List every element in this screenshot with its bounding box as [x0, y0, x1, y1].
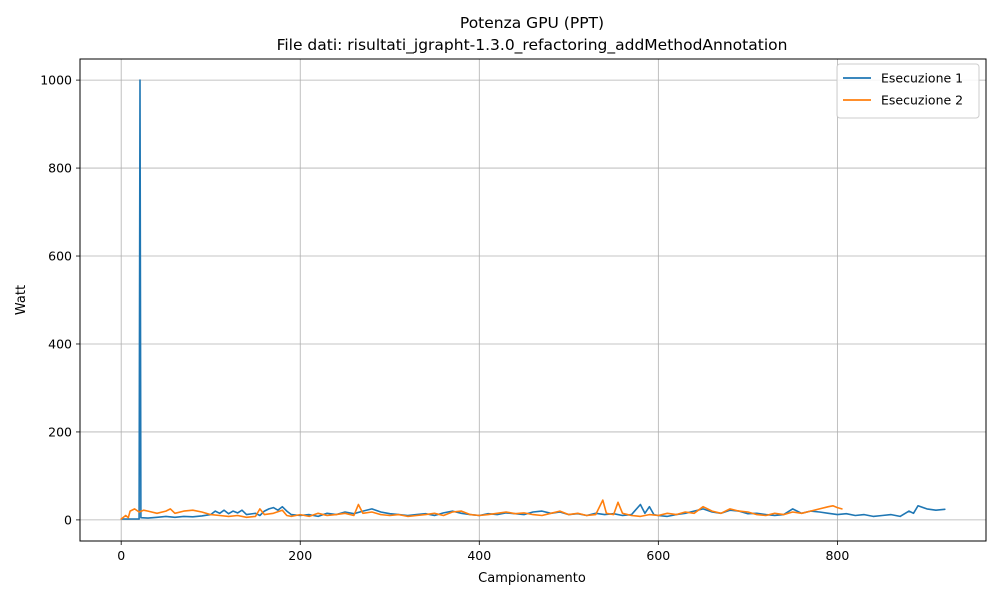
grid-lines [80, 59, 986, 541]
y-tick-label: 600 [48, 249, 72, 264]
x-tick-label: 400 [467, 548, 491, 563]
y-axis-label: Watt [14, 285, 29, 315]
y-tick-label: 800 [48, 161, 72, 176]
legend-box [836, 63, 980, 119]
x-axis-label: Campionamento [478, 571, 586, 586]
series-line-2 [120, 499, 843, 520]
y-tick-label: 400 [48, 336, 72, 351]
chart-title: Potenza GPU (PPT) [460, 14, 604, 32]
series-line-1 [120, 79, 946, 520]
legend: Esecuzione 1 Esecuzione 2 [836, 63, 980, 119]
x-tick-label: 200 [288, 548, 312, 563]
legend-label: Esecuzione 1 [881, 71, 963, 86]
x-tick-label: 800 [825, 548, 849, 563]
axis-ticks: 0 200 400 600 800 0 200 400 600 800 1000 [40, 73, 849, 563]
y-tick-label: 1000 [40, 73, 72, 88]
legend-label: Esecuzione 2 [881, 93, 963, 108]
y-tick-label: 200 [48, 424, 72, 439]
x-tick-label: 600 [646, 548, 670, 563]
y-tick-label: 0 [64, 512, 72, 527]
chart-subtitle: File dati: risultati_jgrapht-1.3.0_refac… [277, 36, 788, 55]
plot-area-frame [79, 58, 987, 542]
series-lines [120, 79, 946, 520]
x-tick-label: 0 [117, 548, 125, 563]
